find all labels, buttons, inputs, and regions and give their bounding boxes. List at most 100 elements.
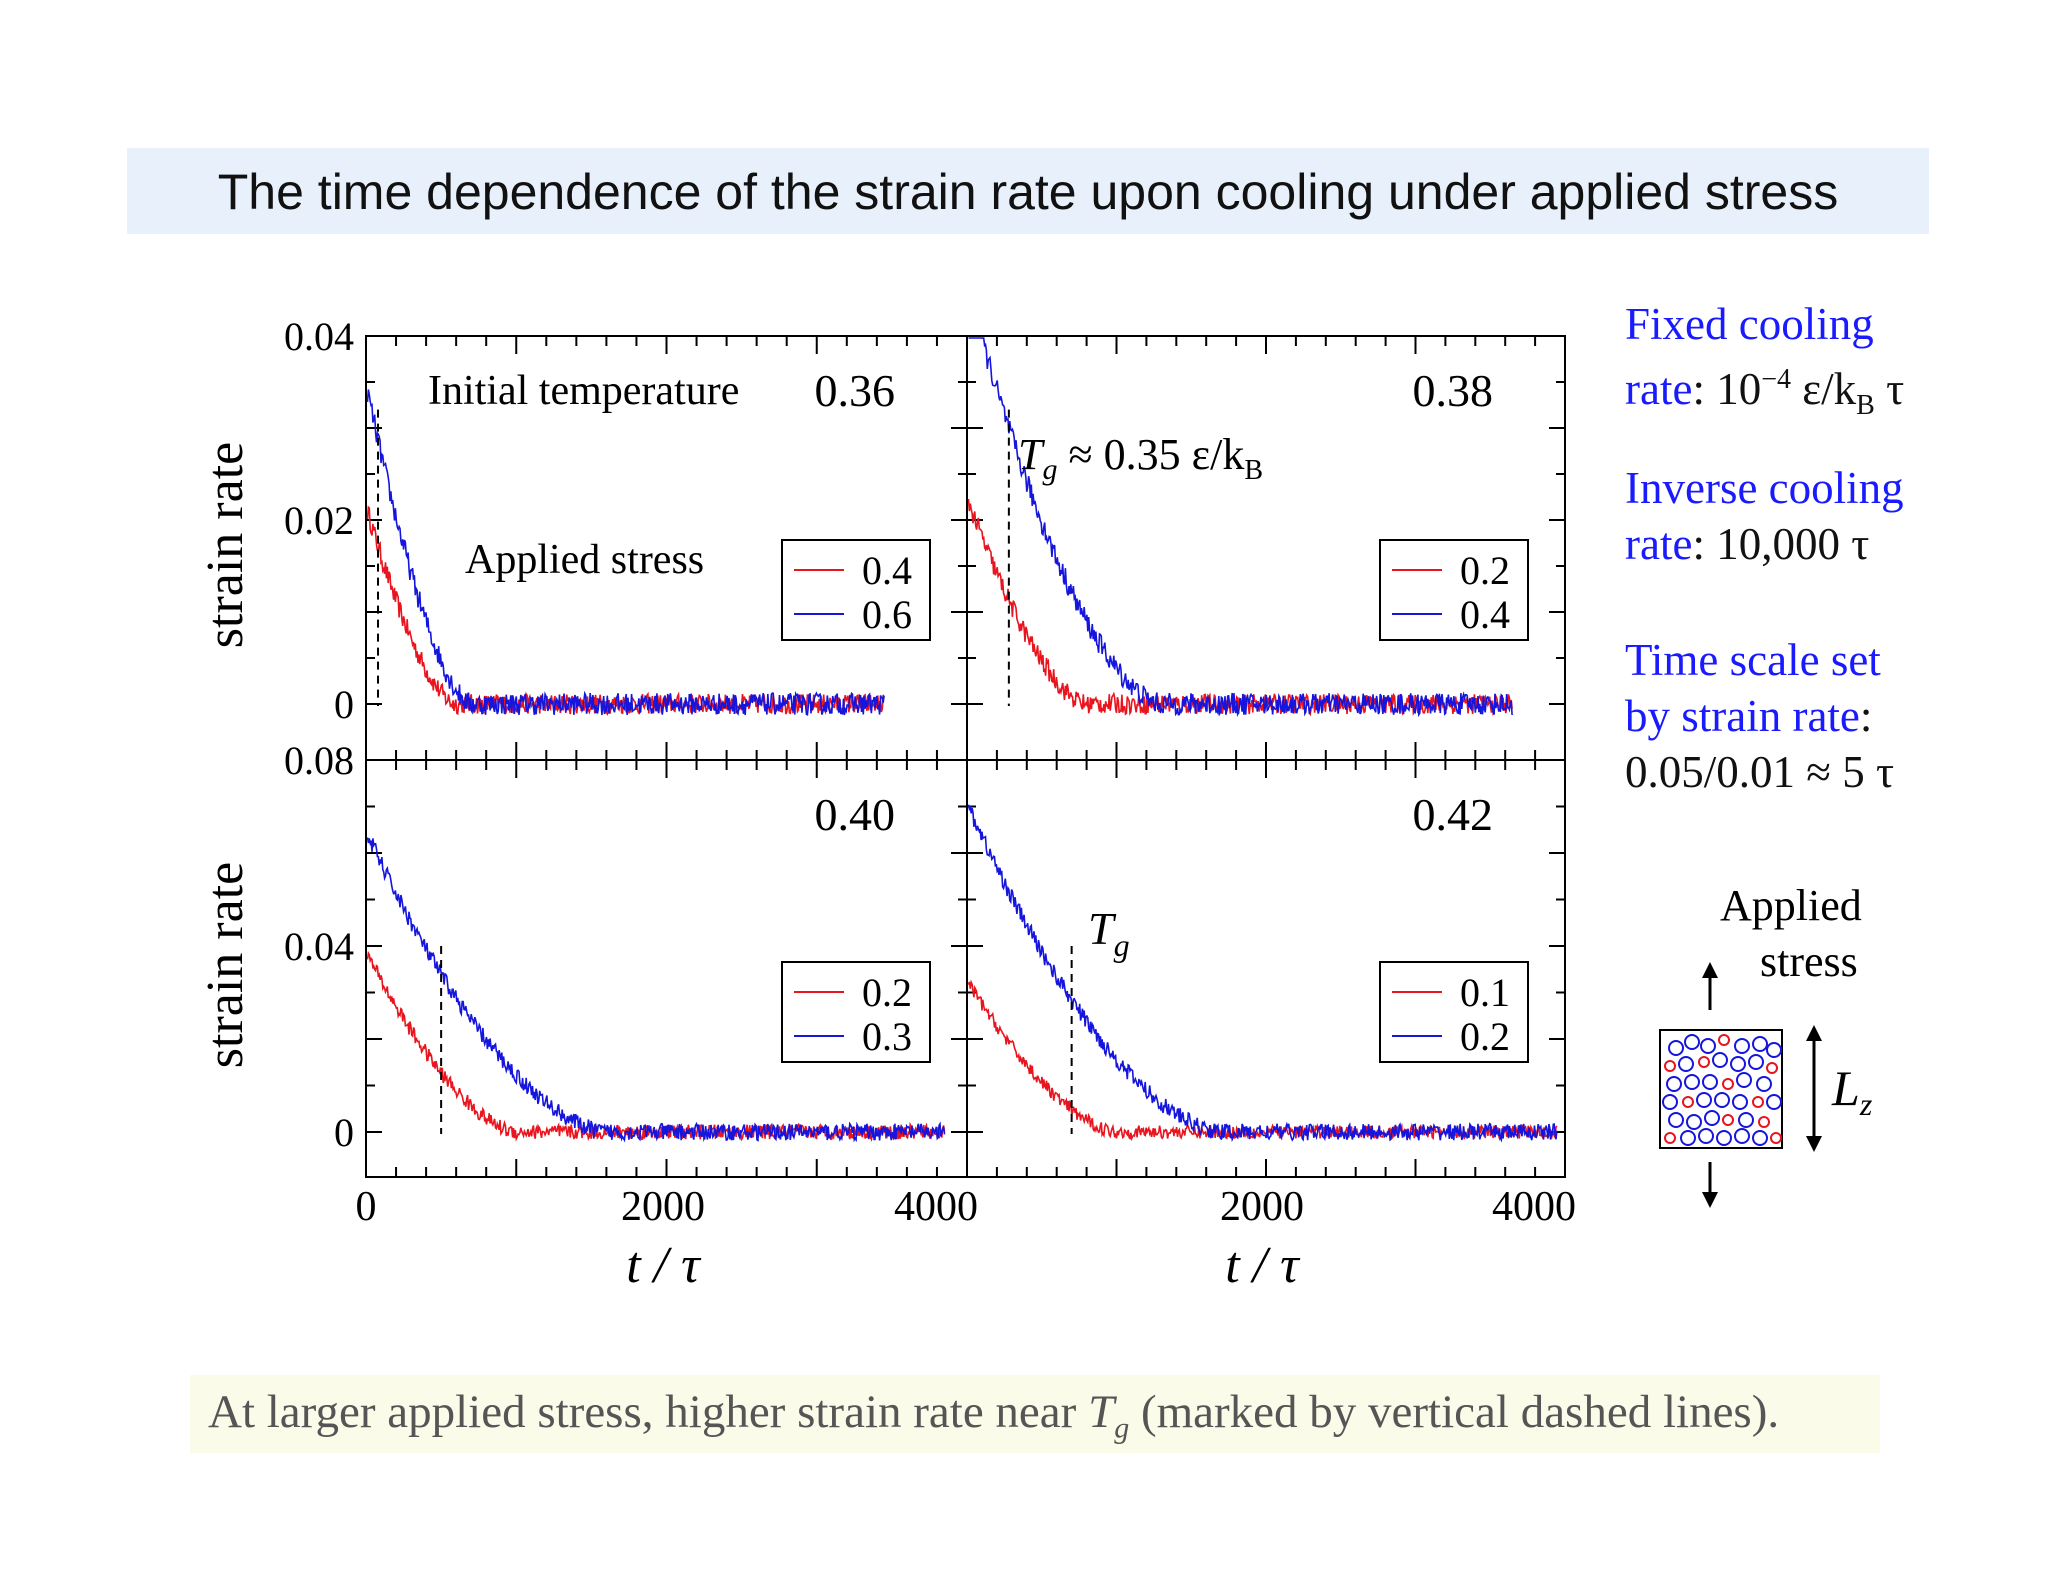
cooling-rate-units-sub: B xyxy=(1856,390,1875,421)
cooling-rate-exp: −4 xyxy=(1761,364,1791,395)
particle-large xyxy=(1700,1038,1716,1054)
particle-large xyxy=(1766,1042,1782,1058)
panels-layer: 00.020.040.360.40.60.380.20.400.040.080.… xyxy=(284,314,1576,1230)
timescale-label-1: Time scale set xyxy=(1625,635,1881,685)
panel-2: 0 0.04 0.08 0.40 0.20.3 xyxy=(284,738,968,1178)
particle-large xyxy=(1696,1092,1712,1108)
particle-large xyxy=(1738,1112,1754,1128)
caption: At larger applied stress, higher strain … xyxy=(208,1385,1779,1445)
y-tick-label: 0.04 xyxy=(284,924,354,969)
particle-large xyxy=(1716,1130,1732,1146)
tg-label-lower: Tg xyxy=(1088,903,1130,963)
inverse-label-2: rate xyxy=(1625,519,1693,569)
cooling-rate-label-2: rate xyxy=(1625,364,1693,414)
panel-1: 0.38 0.20.4 xyxy=(966,335,1566,761)
legend-label-0.4: 0.4 xyxy=(1460,592,1510,637)
cooling-rate-note: Fixed cooling rate: 10−4 ε/kB τ xyxy=(1625,296,1904,434)
particle-large xyxy=(1766,1094,1782,1110)
cooling-rate-value: : 10 xyxy=(1692,364,1762,414)
x-tick-label: 4000 xyxy=(894,1184,978,1230)
y-tick-label: 0 xyxy=(334,1110,354,1155)
particle-small xyxy=(1758,1116,1770,1128)
timescale-value: 0.05/0.01 ≈ 5 τ xyxy=(1625,747,1895,797)
panel-3: 0.42 0.10.2 xyxy=(966,759,1566,1178)
lz-label: Lz xyxy=(1831,1060,1873,1122)
timescale-label-2: by strain rate xyxy=(1625,691,1860,741)
stress-box-diagram: Applied stress Lz xyxy=(1659,881,1873,1208)
x-axis-label-right: t / τ xyxy=(1225,1237,1301,1294)
legend-label-0.1: 0.1 xyxy=(1460,970,1510,1015)
cooling-rate-units: ε/k xyxy=(1791,364,1857,414)
particle-small xyxy=(1752,1096,1764,1108)
legend-label-0.4: 0.4 xyxy=(862,548,912,593)
inverse-value: : 10,000 τ xyxy=(1692,519,1870,569)
particle-large xyxy=(1668,1112,1684,1128)
panel-temperature-label: 0.38 xyxy=(1413,365,1494,416)
tg-annotation: Tg ≈ 0.35 ε/kB xyxy=(1018,430,1263,486)
particle-large xyxy=(1684,1034,1700,1050)
particle-small xyxy=(1722,1078,1734,1090)
particle-small xyxy=(1664,1132,1676,1144)
legend-box xyxy=(781,539,931,641)
particle-large xyxy=(1666,1076,1682,1092)
legend-label-0.2: 0.2 xyxy=(1460,548,1510,593)
inverse-label-1: Inverse cooling xyxy=(1625,463,1904,513)
title-banner: The time dependence of the strain rate u… xyxy=(127,148,1929,234)
y-axis-label-top: strain rate xyxy=(197,442,254,648)
legend-label-0.6: 0.6 xyxy=(862,592,912,637)
particle-box xyxy=(1659,1029,1783,1149)
lz-arrow-up-icon xyxy=(1806,1025,1822,1041)
particle-large xyxy=(1734,1128,1750,1144)
particle-large xyxy=(1684,1074,1700,1090)
particle-large xyxy=(1752,1036,1768,1052)
x-tick-label: 4000 xyxy=(1492,1184,1576,1230)
particle-large xyxy=(1734,1038,1750,1054)
inverse-cooling-note: Inverse cooling rate: 10,000 τ xyxy=(1625,460,1904,572)
legend-label-0.3: 0.3 xyxy=(862,1014,912,1059)
page-title: The time dependence of the strain rate u… xyxy=(217,164,1839,220)
particle-large xyxy=(1714,1092,1730,1108)
series-line-0.4 xyxy=(968,337,1513,718)
particle-large xyxy=(1730,1056,1746,1072)
y-tick-label: 0.04 xyxy=(284,314,354,359)
y-tick-label: 0.02 xyxy=(284,498,354,543)
series-line-0.3 xyxy=(366,837,946,1143)
particle-small xyxy=(1664,1060,1676,1072)
caption-after: (marked by vertical dashed lines). xyxy=(1129,1386,1780,1438)
particle-large xyxy=(1662,1094,1678,1110)
lz-arrow-down-icon xyxy=(1806,1136,1822,1152)
x-tick-label: 2000 xyxy=(621,1184,705,1230)
legend-label-0.2: 0.2 xyxy=(1460,1014,1510,1059)
series-line-0.2 xyxy=(967,804,1558,1143)
particle-large xyxy=(1678,1056,1694,1072)
caption-tg-sub: g xyxy=(1114,1411,1130,1445)
legend-box xyxy=(1379,961,1529,1063)
particle-large xyxy=(1752,1130,1768,1146)
legend-box xyxy=(781,961,931,1063)
particle-large xyxy=(1756,1076,1772,1092)
x-tick-label: 2000 xyxy=(1220,1184,1304,1230)
particle-large xyxy=(1732,1094,1748,1110)
panel-temperature-label: 0.36 xyxy=(815,365,896,416)
particle-small xyxy=(1770,1132,1782,1144)
x-tick-label: 0 xyxy=(356,1184,377,1230)
panel-0: 0 0.02 0.04 0.36 0.40.6 xyxy=(284,314,968,761)
caption-before: At larger applied stress, higher strain … xyxy=(208,1386,1089,1438)
caption-tg: T xyxy=(1088,1386,1115,1438)
particle-small xyxy=(1722,1114,1734,1126)
cooling-rate-tau: τ xyxy=(1874,364,1905,414)
initial-temperature-label: Initial temperature xyxy=(428,368,739,414)
particle-large xyxy=(1736,1072,1752,1088)
particle-large xyxy=(1704,1110,1720,1126)
particle-small xyxy=(1682,1096,1694,1108)
particles-group xyxy=(1662,1034,1782,1146)
timescale-colon: : xyxy=(1859,691,1873,741)
y-tick-label: 0 xyxy=(334,682,354,727)
legend-box xyxy=(1379,539,1529,641)
cooling-rate-label-1: Fixed cooling xyxy=(1625,299,1874,349)
y-tick-label: 0.08 xyxy=(284,738,354,783)
x-axis-label-left: t / τ xyxy=(626,1237,702,1294)
particle-large xyxy=(1698,1128,1714,1144)
legend-label-0.2: 0.2 xyxy=(862,970,912,1015)
